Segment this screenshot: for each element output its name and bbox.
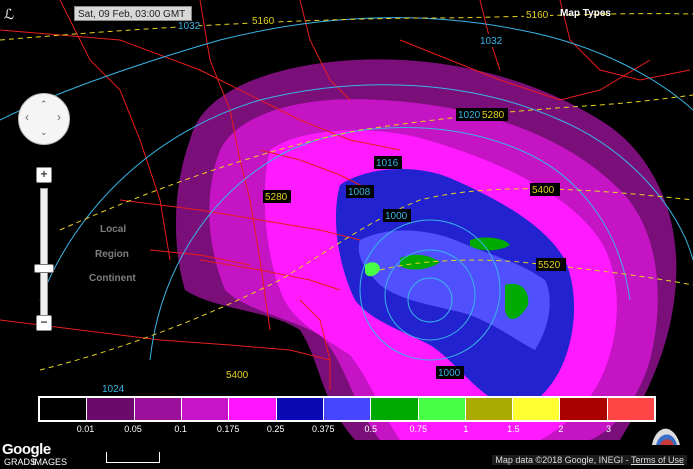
- legend-swatch: [181, 398, 230, 420]
- legend-ticks: 0.01 0.05 0.1 0.175 0.25 0.375 0.5 0.75 1 1.5 2 3: [38, 424, 656, 438]
- legend-tick-label: 0.01: [76, 424, 95, 434]
- legend-tick-label: 0.175: [216, 424, 240, 434]
- zoom-in-button[interactable]: +: [36, 167, 52, 183]
- legend-tick-label: 0.75: [409, 424, 428, 434]
- legend-swatch: [323, 398, 372, 420]
- weather-site-logo-icon[interactable]: [650, 425, 682, 447]
- legend-swatch: [607, 398, 655, 420]
- contour-labels: 1032 5160 5160 1032 1020 5280 1016 5280 …: [100, 8, 566, 395]
- contour-label: 5520: [538, 260, 561, 271]
- legend-swatch: [513, 398, 561, 420]
- map-types-button[interactable]: Map Types: [560, 8, 611, 19]
- zoom-out-button[interactable]: −: [36, 315, 52, 331]
- legend-tick-label: 0.5: [364, 424, 378, 434]
- legend-tick-label: 1: [463, 424, 469, 434]
- pan-up-icon[interactable]: ⌃: [40, 99, 48, 109]
- legend-swatch: [560, 398, 608, 420]
- legend-swatch: [229, 398, 277, 420]
- contour-label: 1024: [102, 384, 125, 395]
- legend-swatch: [87, 398, 135, 420]
- contour-label: 5280: [265, 192, 288, 203]
- contour-label: 5160: [252, 16, 275, 27]
- zoom-level-region[interactable]: Region: [95, 249, 129, 260]
- contour-label: 1032: [480, 36, 503, 47]
- zoom-level-local[interactable]: Local: [100, 224, 127, 235]
- scale-bar: [106, 452, 160, 463]
- legend-tick-label: 0.375: [311, 424, 335, 434]
- legend-tick-label: 2: [558, 424, 564, 434]
- map-attribution: Map data ©2018 Google, INEGI - Terms of …: [492, 455, 687, 465]
- precip-green-4: [365, 262, 380, 277]
- zoom-level-continent[interactable]: Continent: [89, 273, 136, 284]
- pan-control[interactable]: ⌃ ⌄ ‹ ›: [18, 93, 70, 145]
- legend-tick-label: 0.25: [266, 424, 285, 434]
- contour-label: 1032: [178, 21, 201, 32]
- contour-label: 5280: [482, 110, 505, 121]
- contour-label: 5400: [532, 185, 555, 196]
- legend-swatch: [40, 398, 88, 420]
- pan-down-icon[interactable]: ⌄: [40, 127, 48, 137]
- legend-swatch: [371, 398, 419, 420]
- contour-label: 5160: [526, 10, 549, 21]
- isobars: [0, 17, 693, 361]
- contour-label: 5400: [226, 370, 249, 381]
- google-logo[interactable]: Google: [2, 441, 51, 458]
- precip-legend: [38, 396, 656, 422]
- zoom-slider-thumb[interactable]: [34, 264, 54, 273]
- zoom-slider-track[interactable]: [40, 188, 48, 316]
- legend-swatch: [134, 398, 182, 420]
- pan-right-icon[interactable]: ›: [57, 110, 61, 124]
- contour-label: 1016: [376, 158, 399, 169]
- contour-label: 1020: [458, 110, 481, 121]
- terms-link[interactable]: Terms of Use: [630, 455, 684, 465]
- precip-green-3: [505, 283, 529, 320]
- map-data-text: Map data ©2018 Google, INEGI: [495, 455, 624, 465]
- thickness-lines: [0, 13, 693, 371]
- legend-tick-label: 1.5: [507, 424, 520, 434]
- legend-tick-label: 0.1: [174, 424, 187, 434]
- precip-green-1: [400, 254, 440, 270]
- contour-label: 1008: [348, 187, 371, 198]
- forecast-timestamp: Sat, 09 Feb, 03:00 GMT: [74, 6, 192, 21]
- legend-tick-label: 0.05: [124, 424, 142, 434]
- legend-tick-label: 3: [605, 424, 611, 434]
- contour-label: 1000: [385, 211, 408, 222]
- pan-left-icon[interactable]: ‹: [25, 110, 29, 124]
- site-logo-icon[interactable]: ℒ: [4, 6, 15, 22]
- grads-credit: GRADS: [4, 457, 37, 467]
- contour-label: 1000: [438, 368, 461, 379]
- legend-swatch: [465, 398, 514, 420]
- images-label: IMAGES: [32, 457, 68, 467]
- legend-swatch: [418, 398, 466, 420]
- legend-swatch: [276, 398, 324, 420]
